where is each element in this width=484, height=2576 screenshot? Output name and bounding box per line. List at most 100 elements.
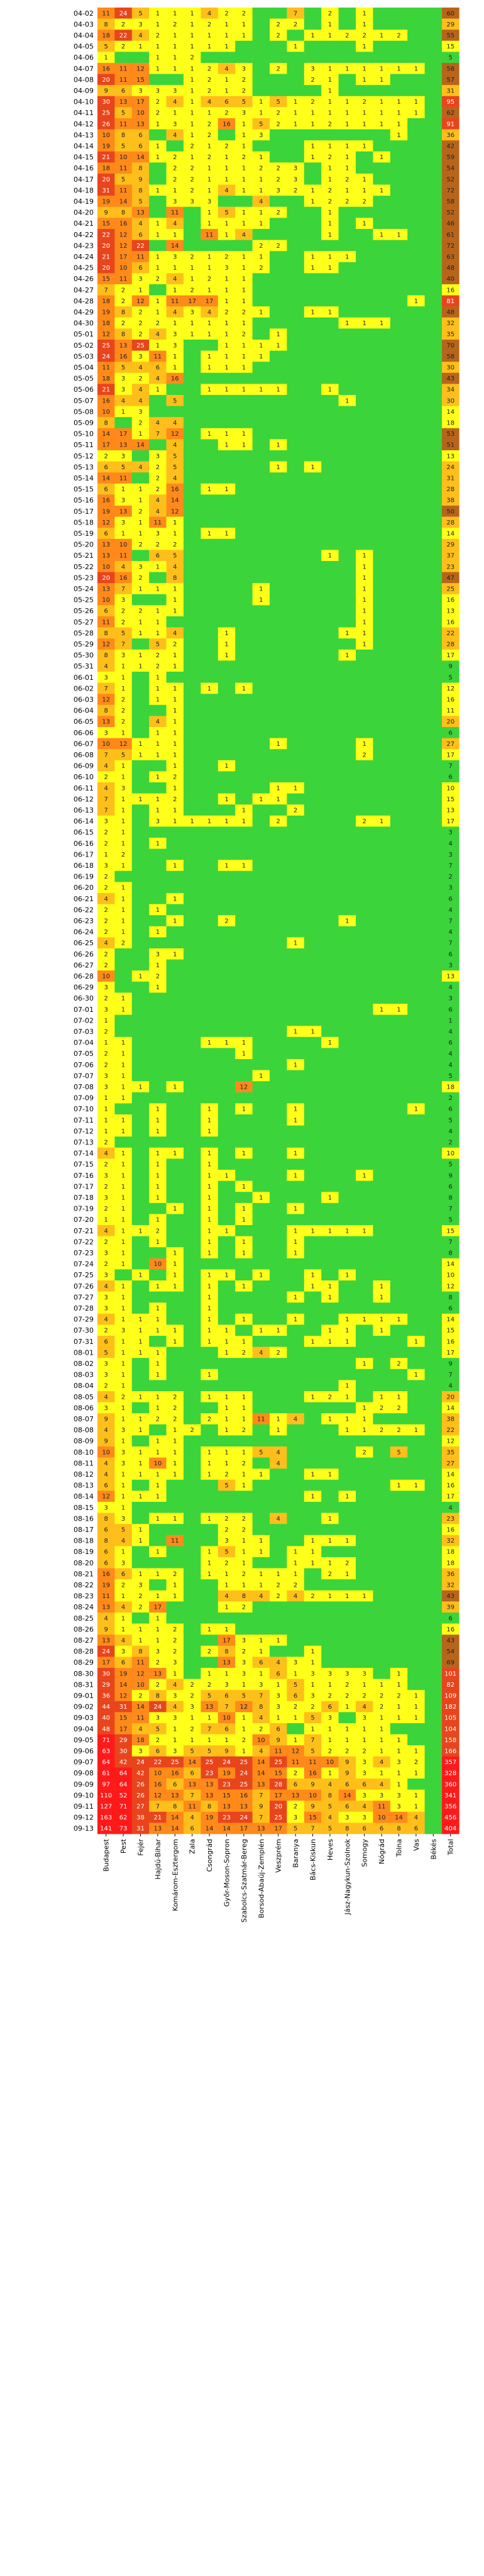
heatmap-cell [287, 362, 305, 374]
heatmap-cell [407, 760, 425, 772]
heatmap-cell [424, 174, 443, 185]
cell-value-label: 20 [274, 1804, 282, 1811]
heatmap-cell [321, 30, 339, 42]
cell-value-label: 6 [277, 1670, 280, 1677]
heatmap-cell [114, 118, 133, 130]
heatmap-cell [201, 970, 219, 982]
heatmap-cell [373, 218, 391, 230]
cell-value-label: 1 [121, 1306, 125, 1313]
heatmap-cell [424, 605, 443, 617]
heatmap-cell [252, 96, 270, 108]
heatmap-cell [321, 306, 339, 318]
cell-value-label: 456 [444, 1814, 456, 1821]
heatmap-cell [114, 151, 133, 163]
cell-value-label: 2 [104, 1261, 108, 1268]
heatmap-cell [338, 870, 356, 882]
heatmap-cell [287, 848, 305, 860]
heatmap-cell [373, 1590, 391, 1602]
heatmap-cell [114, 406, 133, 418]
heatmap-cell [270, 295, 287, 307]
heatmap-cell [321, 439, 339, 451]
cell-value-label: 91 [446, 121, 454, 128]
heatmap-cell [270, 1380, 287, 1392]
cell-value-label: 2 [121, 719, 125, 726]
cell-value-label: 42 [136, 1770, 145, 1777]
cell-value-label: 1 [224, 1582, 228, 1589]
cell-value-label: 1 [345, 187, 349, 194]
heatmap-cell [97, 472, 115, 484]
cell-value-label: 6 [156, 365, 160, 372]
heatmap-cell [321, 494, 339, 506]
cell-value-label: 18 [102, 375, 110, 382]
cell-value-label: 12 [102, 1494, 110, 1501]
cell-value-label: 1 [397, 1006, 400, 1013]
cell-value-label: 1 [173, 1427, 177, 1434]
heatmap-cell [287, 870, 305, 882]
heatmap-cell [184, 362, 201, 374]
cell-value-label: 8 [104, 652, 108, 659]
heatmap-cell [356, 1180, 373, 1192]
heatmap-cell [356, 1048, 373, 1060]
heatmap-cell [304, 870, 322, 882]
heatmap-cell [184, 30, 201, 42]
heatmap-cell [270, 184, 287, 196]
cell-value-label: 1 [242, 265, 246, 272]
heatmap-cell [184, 196, 201, 208]
heatmap-cell [131, 1502, 150, 1513]
cell-value-label: 28 [446, 519, 454, 526]
heatmap-cell [131, 583, 150, 595]
heatmap-cell [304, 1136, 322, 1148]
heatmap-cell [270, 129, 287, 141]
heatmap-cell [407, 428, 425, 440]
heatmap-cell [97, 627, 115, 639]
cell-value-label: 4 [259, 1350, 263, 1357]
heatmap-cell [321, 196, 339, 208]
heatmap-cell [338, 372, 356, 384]
cell-value-label: 127 [100, 1804, 112, 1811]
heatmap-cell [356, 561, 373, 572]
heatmap-cell [424, 1435, 443, 1447]
heatmap-cell [424, 439, 443, 451]
heatmap-cell [270, 1491, 287, 1502]
heatmap-cell [304, 1479, 322, 1491]
heatmap-cell [321, 771, 339, 783]
cell-value-label: 1 [207, 1206, 211, 1213]
heatmap-cell [131, 981, 150, 993]
heatmap-cell [287, 638, 305, 650]
cell-value-label: 1 [242, 298, 246, 305]
cell-value-label: 1 [414, 1748, 418, 1755]
heatmap-cell [338, 162, 356, 174]
heatmap-cell [373, 1668, 391, 1679]
cell-value-label: 1 [207, 365, 211, 372]
cell-value-label: 1 [242, 121, 246, 128]
cell-value-label: 3 [190, 309, 194, 316]
cell-value-label: 2 [242, 77, 246, 84]
heatmap-cell [424, 240, 443, 252]
cell-value-label: 13 [446, 808, 454, 814]
heatmap-cell [217, 782, 236, 794]
heatmap-cell [356, 85, 373, 97]
heatmap-cell [321, 251, 339, 263]
cell-value-label: 2 [104, 1162, 108, 1169]
heatmap-cell [149, 882, 167, 894]
heatmap-cell [407, 96, 425, 108]
heatmap-cell [131, 594, 150, 606]
cell-value-label: 16 [309, 1770, 317, 1777]
heatmap-cell [356, 218, 373, 230]
heatmap-cell [252, 948, 270, 960]
heatmap-cell [166, 63, 184, 74]
heatmap-cell [184, 594, 201, 606]
cell-value-label: 4 [173, 309, 177, 316]
cell-value-label: 3 [449, 962, 453, 969]
cell-value-label: 1 [242, 143, 246, 150]
heatmap-cell [270, 118, 287, 130]
heatmap-cell [270, 96, 287, 108]
heatmap-cell [407, 206, 425, 218]
heatmap-cell [373, 1092, 391, 1104]
heatmap-cell [131, 18, 150, 30]
cell-value-label: 1 [363, 65, 366, 72]
heatmap-cell [338, 959, 356, 971]
cell-value-label: 1 [224, 1272, 228, 1279]
heatmap-cell [356, 538, 373, 550]
heatmap-cell [424, 1513, 443, 1524]
